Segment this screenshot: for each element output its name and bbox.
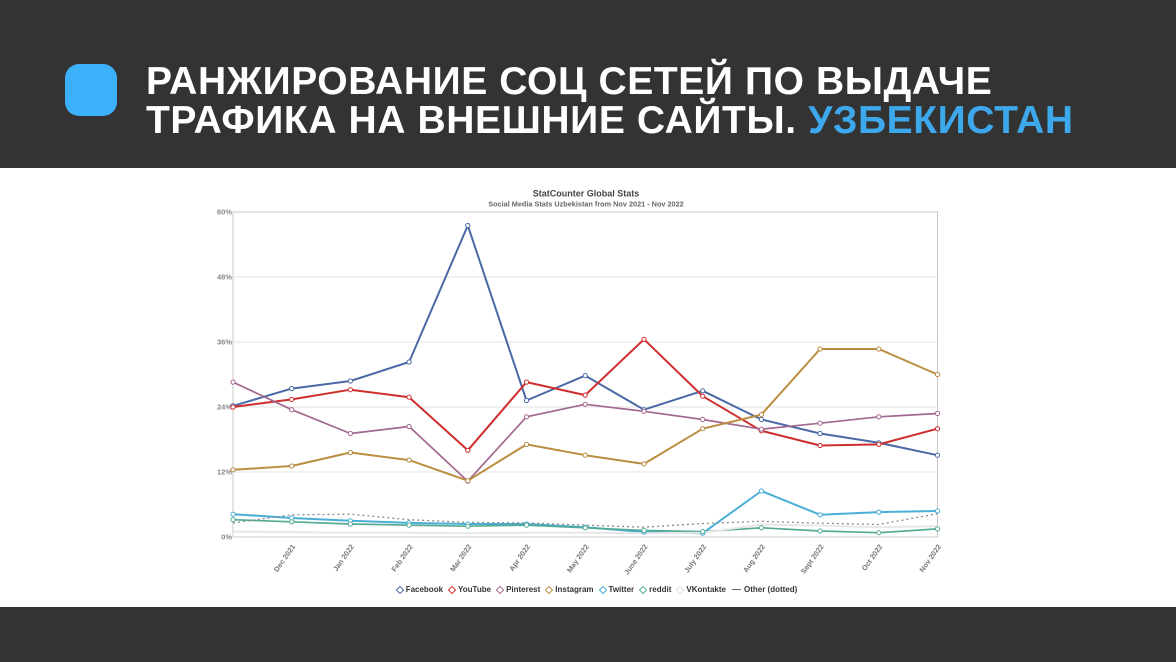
svg-text:Feb 2022: Feb 2022 (389, 542, 414, 573)
svg-text:60%: 60% (217, 208, 232, 217)
svg-text:Social Media Stats Uzbekistan: Social Media Stats Uzbekistan from Nov 2… (488, 200, 683, 209)
svg-text:May 2022: May 2022 (565, 542, 591, 574)
svg-text:July 2022: July 2022 (682, 542, 708, 574)
svg-text:Jan 2022: Jan 2022 (331, 542, 356, 572)
svg-text:0%: 0% (221, 533, 232, 542)
svg-text:48%: 48% (217, 273, 232, 282)
svg-text:Dec 2021: Dec 2021 (272, 542, 298, 573)
svg-text:StatCounter Global Stats: StatCounter Global Stats (533, 189, 640, 199)
svg-text:24%: 24% (217, 403, 232, 412)
svg-text:Nov 2022: Nov 2022 (917, 542, 943, 573)
svg-text:36%: 36% (217, 338, 232, 347)
svg-text:Apr 2022: Apr 2022 (507, 542, 532, 572)
svg-text:Sept 2022: Sept 2022 (799, 542, 826, 575)
svg-text:12%: 12% (217, 468, 232, 477)
svg-text:Mar 2022: Mar 2022 (448, 542, 473, 573)
svg-text:Oct 2022: Oct 2022 (860, 542, 885, 572)
svg-text:June 2022: June 2022 (622, 542, 650, 576)
svg-text:Aug 2022: Aug 2022 (741, 542, 767, 574)
